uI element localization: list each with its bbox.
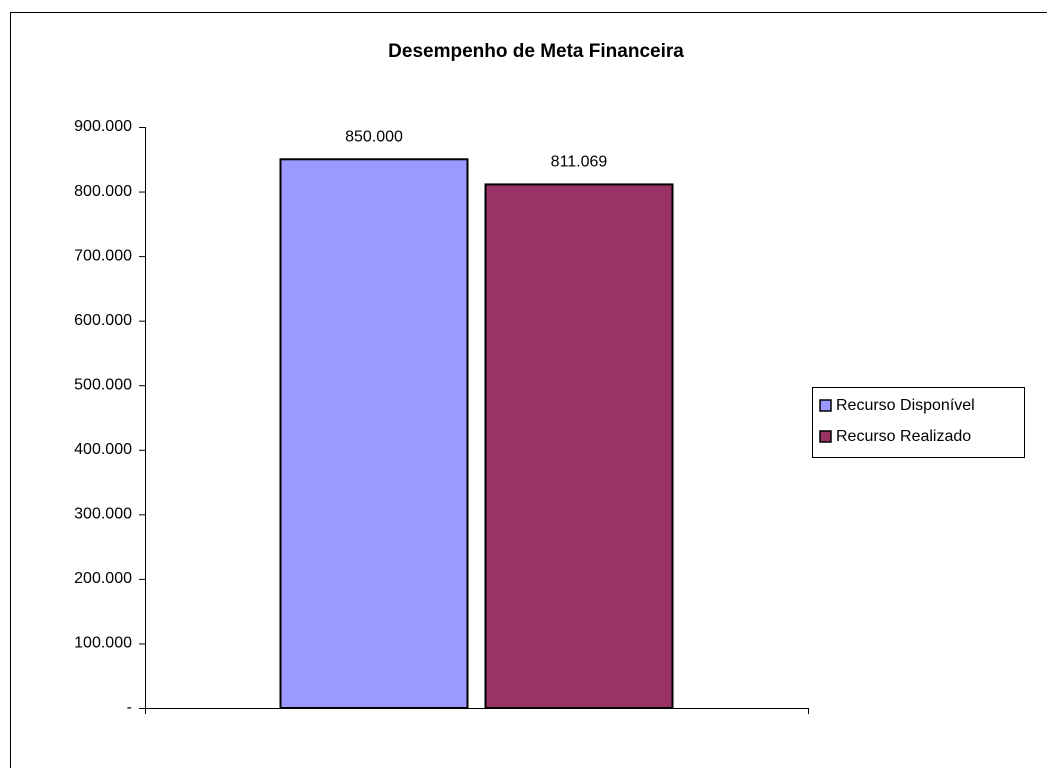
legend-swatch (819, 399, 832, 412)
legend-box (812, 387, 1025, 458)
legend-label: Recurso Realizado (836, 428, 971, 445)
y-tick-label: 500.000 (74, 376, 132, 393)
legend-label: Recurso Disponível (836, 397, 975, 414)
value-label: 850.000 (345, 128, 403, 145)
legend-swatch (819, 430, 832, 443)
y-tick-label: 300.000 (74, 506, 132, 523)
value-label: 811.069 (551, 154, 608, 171)
chart-title: Desempenho de Meta Financeira (388, 41, 684, 62)
y-tick-label: - (127, 699, 132, 716)
y-tick-label: 400.000 (74, 441, 132, 458)
bar (279, 158, 469, 709)
y-tick-label: 700.000 (74, 247, 132, 264)
y-tick-label: 200.000 (74, 570, 132, 587)
y-tick-label: 900.000 (74, 118, 132, 135)
y-tick-label: 100.000 (74, 635, 132, 652)
y-tick-label: 600.000 (74, 312, 132, 329)
y-tick-label: 800.000 (74, 183, 132, 200)
bar (484, 183, 674, 709)
